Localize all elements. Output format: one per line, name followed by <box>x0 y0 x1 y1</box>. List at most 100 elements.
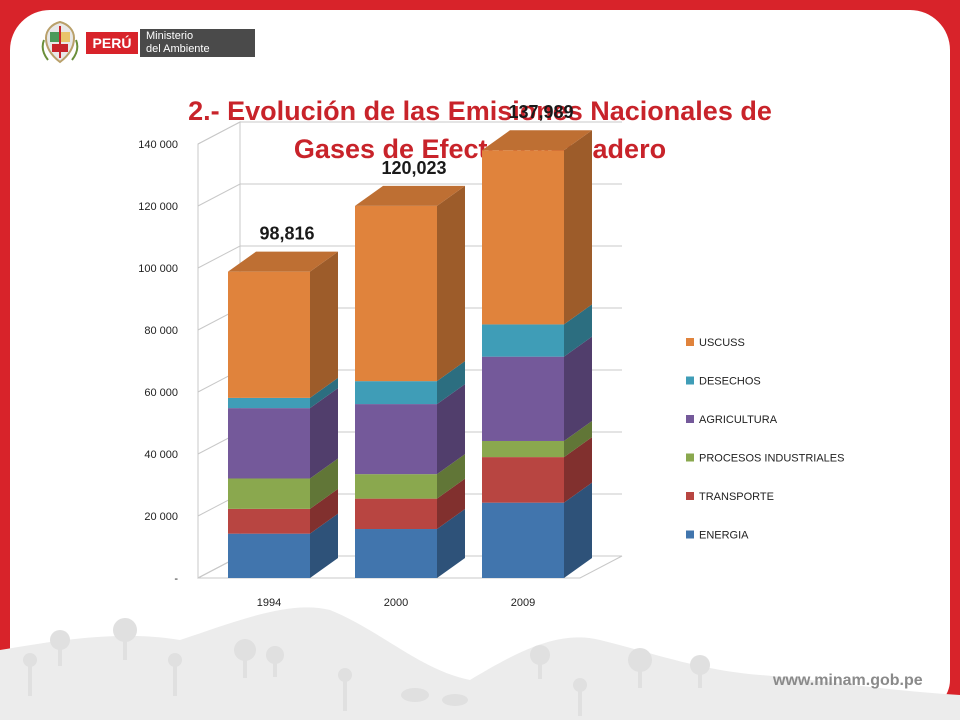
x-axis-categories: 1994 2000 2009 <box>257 597 535 609</box>
bar-front <box>355 529 437 578</box>
legend-swatch <box>686 530 694 539</box>
bar-front <box>228 397 310 409</box>
bar-front <box>482 440 564 458</box>
chart-bars <box>228 130 592 578</box>
legend-swatch <box>686 453 694 462</box>
bar-segment-energia <box>228 513 338 578</box>
legend-label: ENERGIA <box>699 530 749 542</box>
y-tick-label: 100 000 <box>138 263 178 275</box>
bar-front <box>482 324 564 357</box>
slide-background <box>10 10 950 710</box>
legend-label: AGRICULTURA <box>699 414 778 426</box>
bar-segment-agricultura <box>228 388 338 479</box>
y-tick-label: 40 000 <box>144 449 178 461</box>
bar-segment-uscuss <box>482 130 592 325</box>
y-tick-label: 80 000 <box>144 325 178 337</box>
bar-side <box>310 377 338 409</box>
bar-segment-agricultura <box>482 336 592 441</box>
website-url: www.minam.gob.pe <box>773 672 923 689</box>
bar-side <box>564 437 592 503</box>
bar-side <box>437 185 465 382</box>
legend-swatch <box>686 376 694 385</box>
bar-front <box>228 271 310 398</box>
bar-front <box>355 205 437 382</box>
coat-of-arms-icon <box>41 20 79 64</box>
bar-stack-1994 <box>228 251 338 578</box>
bar-side <box>310 388 338 479</box>
bar-side <box>310 488 338 534</box>
bar-side <box>437 454 465 499</box>
legend-item: USCUSS <box>686 337 745 349</box>
legend-label: TRANSPORTE <box>699 491 774 503</box>
bar-total-label: 98,816 <box>259 224 314 244</box>
bar-front <box>355 498 437 530</box>
gridline <box>197 121 622 145</box>
bar-segment-transporte <box>482 437 592 503</box>
y-axis-ticks: - 20 000 40 000 60 000 80 000 100 000 120 000 1… <box>138 139 178 585</box>
bar-side <box>310 458 338 509</box>
bar-segment-uscuss <box>355 185 465 382</box>
bar-front <box>228 533 310 578</box>
bar-front <box>228 408 310 479</box>
bar-segment-desechos <box>228 377 338 409</box>
bar-side <box>564 482 592 578</box>
slide-title-line-1: 2.- Evolución de las Emisiones Nacionale… <box>188 96 772 126</box>
bar-side <box>564 130 592 325</box>
bar-front <box>355 404 437 475</box>
ministry-line-2: del Ambiente <box>146 43 210 55</box>
y-tick-label: 120 000 <box>138 201 178 213</box>
bar-side <box>437 509 465 578</box>
legend-item: AGRICULTURA <box>686 414 778 426</box>
landscape-illustration <box>0 607 960 720</box>
y-tick-label: - <box>174 573 178 585</box>
bar-segment-agricultura <box>355 384 465 475</box>
legend-item: PROCESOS INDUSTRIALES <box>686 453 844 465</box>
peru-label: PERÚ <box>86 32 138 54</box>
ministry-logo: PERÚ Ministerio del Ambiente <box>40 20 255 66</box>
bar-top <box>355 185 465 206</box>
x-tick-label: 2009 <box>511 597 535 609</box>
y-tick-label: 140 000 <box>138 139 178 151</box>
legend-label: USCUSS <box>699 337 745 349</box>
legend-item: TRANSPORTE <box>686 491 774 503</box>
legend-item: ENERGIA <box>686 530 749 542</box>
bar-front <box>482 502 564 578</box>
bar-front <box>355 474 437 499</box>
bar-stack-2009 <box>482 130 592 578</box>
legend-swatch <box>686 492 694 500</box>
bar-segment-transporte <box>355 478 465 530</box>
bar-side <box>564 304 592 357</box>
ministry-label: Ministerio del Ambiente <box>140 29 255 57</box>
bar-side <box>310 251 338 398</box>
slide-title: 2.- Evolución de las Emisiones Nacionale… <box>80 92 880 168</box>
ministry-line-1: Ministerio <box>146 30 194 42</box>
bar-side <box>437 361 465 405</box>
y-tick-label: 20 000 <box>144 511 178 523</box>
chart-legend: USCUSS DESECHOS AGRICULTURA PROCESOS INDUST… <box>686 337 844 542</box>
bar-totals: 98,816 120,023 137,989 <box>259 102 573 243</box>
legend-swatch <box>686 338 694 346</box>
x-tick-label: 1994 <box>257 597 281 609</box>
bar-side <box>310 513 338 578</box>
bar-segment-procesos-industriales <box>228 458 338 509</box>
bar-side <box>564 336 592 441</box>
bar-stack-2000 <box>355 185 465 578</box>
bar-front <box>228 508 310 534</box>
bar-segment-energia <box>355 509 465 578</box>
bar-side <box>437 384 465 475</box>
legend-label: DESECHOS <box>699 376 761 388</box>
bar-side <box>564 420 592 458</box>
slide-title-line-2: Gases de Efecto Invernadero <box>293 134 667 164</box>
bar-front <box>482 457 564 503</box>
legend-item: DESECHOS <box>686 376 761 388</box>
y-tick-label: 60 000 <box>144 387 178 399</box>
bar-total-label: 120,023 <box>381 158 446 178</box>
bar-front <box>228 478 310 509</box>
legend-label: PROCESOS INDUSTRIALES <box>699 453 844 465</box>
bar-segment-transporte <box>228 488 338 534</box>
bar-front <box>482 356 564 441</box>
bar-segment-desechos <box>355 361 465 405</box>
bar-top <box>482 130 592 151</box>
bar-segment-desechos <box>482 304 592 357</box>
